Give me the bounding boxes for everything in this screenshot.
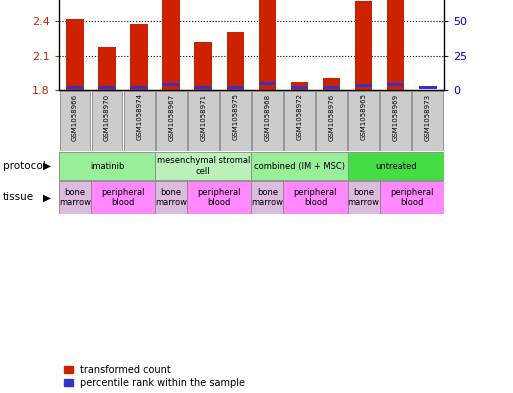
Text: GSM1058975: GSM1058975 [232, 94, 239, 140]
FancyBboxPatch shape [155, 182, 187, 213]
Text: protocol: protocol [3, 161, 45, 171]
Bar [227, 32, 244, 90]
FancyBboxPatch shape [220, 91, 251, 151]
Text: GSM1058970: GSM1058970 [104, 94, 110, 141]
Bar [66, 86, 84, 89]
FancyBboxPatch shape [156, 91, 187, 151]
Text: GSM1058965: GSM1058965 [361, 94, 367, 140]
FancyBboxPatch shape [316, 91, 347, 151]
Bar [387, 0, 404, 90]
FancyBboxPatch shape [380, 91, 411, 151]
Text: GSM1058966: GSM1058966 [72, 94, 78, 141]
Text: imatinib: imatinib [90, 162, 124, 171]
Text: ▶: ▶ [43, 161, 51, 171]
FancyBboxPatch shape [188, 91, 219, 151]
Text: peripheral
blood: peripheral blood [102, 188, 145, 207]
FancyBboxPatch shape [380, 182, 444, 213]
Bar [66, 20, 84, 90]
Bar [130, 24, 148, 90]
Text: GSM1058969: GSM1058969 [392, 94, 399, 141]
Bar [387, 83, 404, 86]
Text: bone
marrow: bone marrow [59, 188, 91, 207]
Text: peripheral
blood: peripheral blood [294, 188, 337, 207]
Text: GSM1058968: GSM1058968 [264, 94, 270, 141]
FancyBboxPatch shape [91, 182, 155, 213]
FancyBboxPatch shape [60, 91, 90, 151]
Text: GSM1058967: GSM1058967 [168, 94, 174, 141]
Text: GSM1058974: GSM1058974 [136, 94, 142, 140]
Legend: transformed count, percentile rank within the sample: transformed count, percentile rank withi… [64, 365, 245, 388]
Bar [227, 86, 244, 89]
Text: tissue: tissue [3, 193, 34, 202]
Bar [355, 84, 372, 87]
Bar [98, 48, 116, 90]
FancyBboxPatch shape [124, 91, 154, 151]
Bar [323, 86, 340, 89]
Text: GSM1058972: GSM1058972 [297, 94, 303, 140]
Bar [98, 86, 116, 89]
Text: peripheral
blood: peripheral blood [390, 188, 433, 207]
Bar [130, 86, 148, 89]
FancyBboxPatch shape [155, 152, 251, 180]
FancyBboxPatch shape [283, 182, 348, 213]
Text: ▶: ▶ [43, 193, 51, 202]
FancyBboxPatch shape [59, 182, 91, 213]
Bar [419, 86, 437, 89]
FancyBboxPatch shape [251, 152, 348, 180]
Bar [355, 1, 372, 90]
Text: combined (IM + MSC): combined (IM + MSC) [254, 162, 345, 171]
FancyBboxPatch shape [284, 91, 315, 151]
Bar [291, 86, 308, 89]
FancyBboxPatch shape [92, 91, 123, 151]
Text: mesenchymal stromal
cell: mesenchymal stromal cell [156, 156, 250, 176]
Bar [259, 82, 276, 84]
Text: bone
marrow: bone marrow [155, 188, 187, 207]
FancyBboxPatch shape [412, 91, 443, 151]
Bar [291, 82, 308, 90]
Bar [194, 86, 212, 89]
Bar [323, 77, 340, 90]
FancyBboxPatch shape [251, 182, 283, 213]
Bar [163, 83, 180, 86]
FancyBboxPatch shape [348, 152, 444, 180]
Text: GSM1058971: GSM1058971 [200, 94, 206, 141]
Text: bone
marrow: bone marrow [251, 188, 283, 207]
Text: bone
marrow: bone marrow [348, 188, 380, 207]
Bar [259, 0, 276, 90]
FancyBboxPatch shape [59, 152, 155, 180]
Text: untreated: untreated [375, 162, 417, 171]
Bar [163, 0, 180, 90]
FancyBboxPatch shape [252, 91, 283, 151]
Text: GSM1058973: GSM1058973 [425, 94, 431, 141]
FancyBboxPatch shape [348, 182, 380, 213]
Text: peripheral
blood: peripheral blood [198, 188, 241, 207]
Bar [194, 42, 212, 90]
FancyBboxPatch shape [348, 91, 379, 151]
Text: GSM1058976: GSM1058976 [328, 94, 334, 141]
FancyBboxPatch shape [187, 182, 251, 213]
